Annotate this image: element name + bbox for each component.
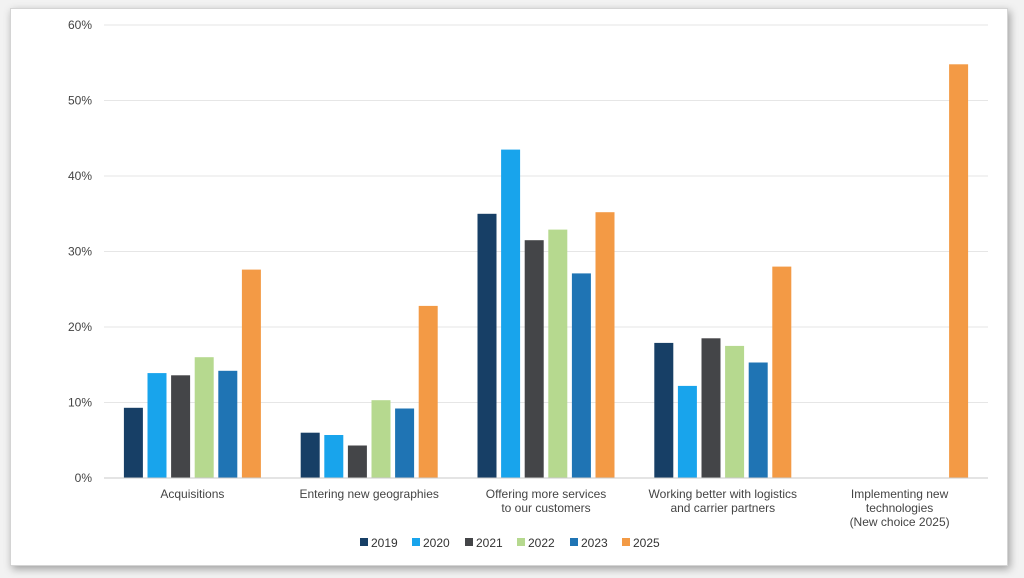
bars — [123, 64, 969, 479]
y-tick-label: 30% — [68, 245, 92, 259]
bar-2019 — [123, 407, 143, 478]
bar-2019 — [477, 213, 497, 479]
legend-label-2019: 2019 — [371, 536, 398, 550]
category-label-line: Acquisitions — [160, 487, 224, 501]
category-label-line: to our customers — [501, 501, 590, 515]
bar-2023 — [395, 408, 415, 478]
bar-2023 — [218, 370, 238, 478]
y-tick-label: 60% — [68, 18, 92, 32]
y-tick-label: 0% — [75, 471, 93, 485]
category-label: Implementing new technologies (New choice … — [850, 487, 950, 529]
legend: 2019 2020 2021 2022 2023 2025 — [360, 536, 660, 550]
bar-2025 — [595, 212, 615, 478]
bar-2020 — [324, 435, 344, 478]
category-labels: Acquisitions Entering new geographies Offe… — [160, 487, 949, 529]
bar-2020 — [501, 149, 521, 478]
category-label-line: Entering new geographies — [299, 487, 438, 501]
bar-2021 — [701, 338, 721, 478]
category-label: Acquisitions — [160, 487, 224, 501]
legend-swatch-2022 — [517, 538, 525, 546]
category-label-line: (New choice 2025) — [850, 515, 950, 529]
bar-2022 — [725, 345, 745, 478]
legend-label-2022: 2022 — [528, 536, 555, 550]
bar-2020 — [147, 373, 167, 478]
legend-swatch-2023 — [570, 538, 578, 546]
bar-2025 — [241, 269, 261, 478]
legend-swatch-2020 — [412, 538, 420, 546]
legend-swatch-2019 — [360, 538, 368, 546]
legend-swatch-2025 — [622, 538, 630, 546]
bar-2022 — [194, 357, 214, 478]
bar-2023 — [748, 362, 768, 478]
category-label: Offering more services to our customers — [486, 487, 607, 515]
bar-2019 — [300, 432, 320, 478]
y-tick-label: 10% — [68, 396, 92, 410]
bar-2021 — [347, 445, 367, 478]
bar-2025 — [418, 305, 438, 478]
legend-label-2020: 2020 — [423, 536, 450, 550]
category-label: Entering new geographies — [299, 487, 438, 501]
category-label-line: Working better with logistics — [649, 487, 798, 501]
category-label-line: and carrier partners — [670, 501, 775, 515]
legend-swatch-2021 — [465, 538, 473, 546]
bar-2019 — [654, 342, 674, 478]
y-tick-label: 40% — [68, 169, 92, 183]
y-tick-label: 50% — [68, 94, 92, 108]
bar-2022 — [371, 400, 391, 478]
category-label-line: Implementing new — [851, 487, 949, 501]
bar-2021 — [171, 375, 191, 478]
category-label-line: Offering more services — [486, 487, 607, 501]
bar-2020 — [677, 385, 697, 478]
category-label: Working better with logistics and carrier… — [649, 487, 798, 515]
bar-2025 — [772, 266, 792, 478]
legend-label-2025: 2025 — [633, 536, 660, 550]
bar-2023 — [571, 273, 591, 478]
gridlines — [104, 24, 988, 403]
y-tick-label: 20% — [68, 320, 92, 334]
category-label-line: technologies — [866, 501, 933, 515]
bar-2025 — [949, 64, 969, 479]
y-axis-ticks: 0% 10% 20% 30% 40% 50% 60% — [68, 18, 92, 485]
bar-2022 — [548, 229, 568, 478]
legend-label-2021: 2021 — [476, 536, 503, 550]
legend-label-2023: 2023 — [581, 536, 608, 550]
bar-2021 — [524, 240, 544, 478]
